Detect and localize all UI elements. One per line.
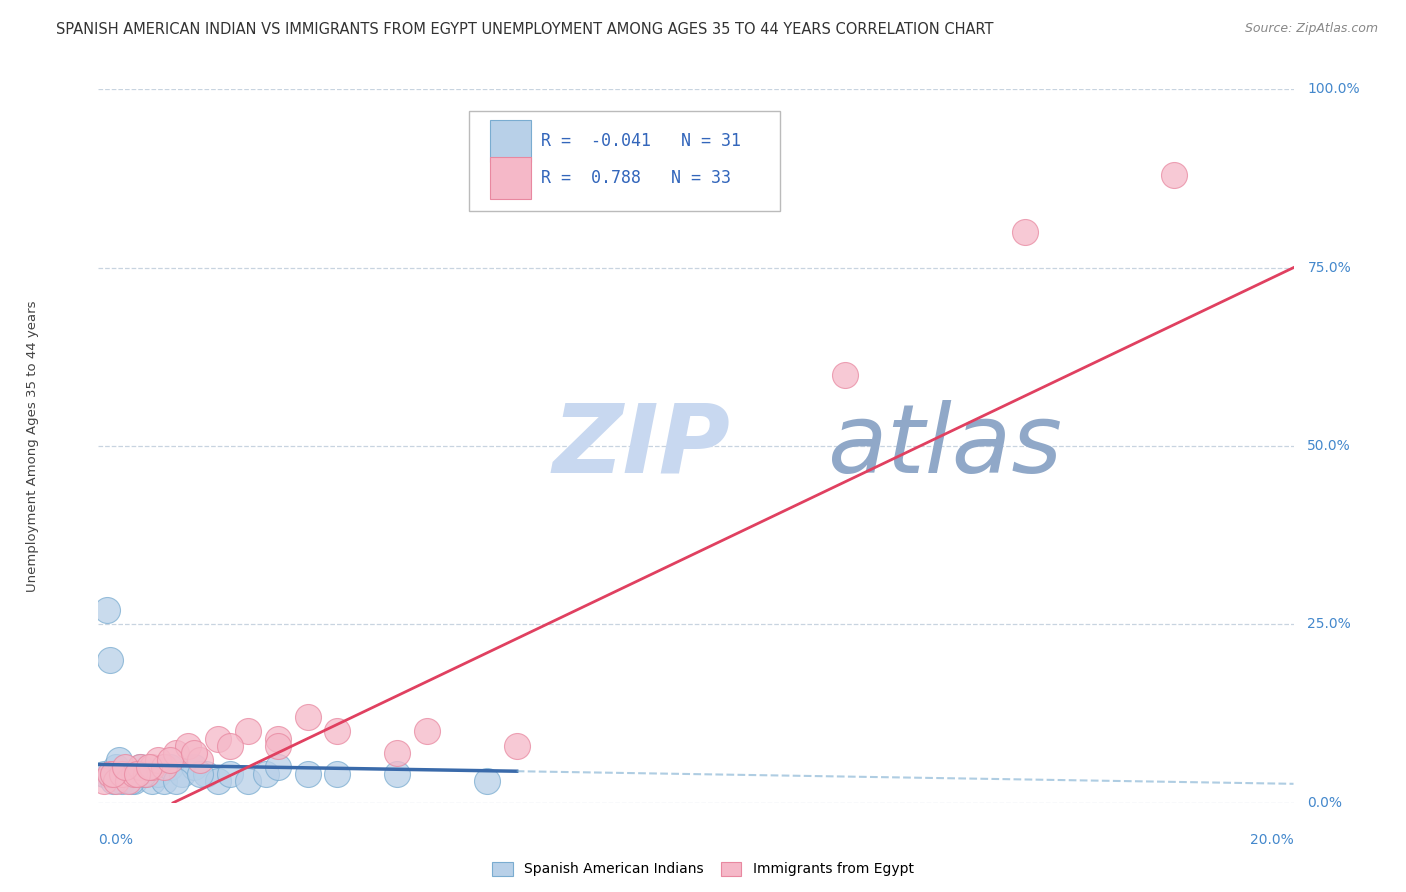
Point (236, 774, 259, 789)
Point (111, 767, 134, 781)
Point (297, 767, 319, 781)
Point (172, 767, 194, 781)
Point (183, 760, 205, 774)
Point (129, 760, 152, 774)
Text: 100.0%: 100.0% (1308, 82, 1360, 96)
Point (93, 767, 115, 781)
Text: 0.0%: 0.0% (1308, 796, 1343, 810)
Text: SPANISH AMERICAN INDIAN VS IMMIGRANTS FROM EGYPT UNEMPLOYMENT AMONG AGES 35 TO 4: SPANISH AMERICAN INDIAN VS IMMIGRANTS FR… (56, 22, 994, 37)
Point (129, 760, 152, 774)
Point (135, 767, 157, 781)
Point (138, 760, 160, 774)
Point (103, 767, 125, 781)
Point (141, 774, 163, 789)
Point (127, 767, 149, 781)
Point (177, 739, 200, 753)
Point (111, 774, 134, 789)
Point (1014, 225, 1036, 239)
Point (267, 760, 290, 774)
Point (183, 746, 205, 760)
Text: 50.0%: 50.0% (1308, 439, 1351, 453)
Text: 25.0%: 25.0% (1308, 617, 1351, 632)
Point (98, 653, 122, 667)
Point (124, 767, 146, 781)
Legend: Spanish American Indians, Immigrants from Egypt: Spanish American Indians, Immigrants fro… (488, 857, 918, 880)
Point (165, 746, 187, 760)
Point (153, 760, 176, 774)
Text: atlas: atlas (827, 400, 1063, 492)
Point (159, 760, 181, 774)
Point (105, 774, 128, 789)
Point (114, 760, 136, 774)
Point (207, 731, 229, 746)
Point (153, 774, 176, 789)
Point (148, 767, 170, 781)
Text: 20.0%: 20.0% (1250, 833, 1294, 847)
Point (297, 710, 319, 724)
Point (141, 760, 163, 774)
Point (165, 774, 187, 789)
Text: 75.0%: 75.0% (1308, 260, 1351, 275)
Point (207, 774, 229, 789)
Text: 0.0%: 0.0% (98, 833, 134, 847)
FancyBboxPatch shape (470, 111, 779, 211)
Point (385, 767, 409, 781)
Point (135, 767, 157, 781)
Point (108, 753, 131, 767)
Point (254, 767, 277, 781)
Point (475, 774, 498, 789)
Point (96, 603, 118, 617)
Point (132, 767, 155, 781)
Point (188, 767, 211, 781)
Point (1163, 168, 1185, 182)
Text: R =  0.788   N = 33: R = 0.788 N = 33 (540, 169, 731, 187)
Point (103, 774, 125, 789)
Point (236, 724, 259, 739)
Text: R =  -0.041   N = 31: R = -0.041 N = 31 (540, 132, 741, 150)
FancyBboxPatch shape (491, 120, 531, 162)
Text: Unemployment Among Ages 35 to 44 years: Unemployment Among Ages 35 to 44 years (27, 301, 39, 591)
FancyBboxPatch shape (491, 157, 531, 200)
Point (219, 767, 242, 781)
Point (219, 739, 242, 753)
Point (326, 767, 349, 781)
Point (267, 731, 290, 746)
Text: ZIP: ZIP (553, 400, 731, 492)
Point (98, 767, 122, 781)
Point (385, 746, 409, 760)
Point (326, 724, 349, 739)
Point (105, 760, 128, 774)
Point (834, 368, 856, 382)
Point (194, 767, 218, 781)
Point (416, 724, 439, 739)
Point (117, 767, 139, 781)
Point (506, 739, 529, 753)
Point (117, 774, 139, 789)
Point (148, 753, 170, 767)
Point (159, 753, 181, 767)
Point (267, 739, 290, 753)
Point (93, 774, 115, 789)
Point (188, 753, 211, 767)
Point (120, 774, 142, 789)
Point (124, 774, 146, 789)
Text: Source: ZipAtlas.com: Source: ZipAtlas.com (1244, 22, 1378, 36)
